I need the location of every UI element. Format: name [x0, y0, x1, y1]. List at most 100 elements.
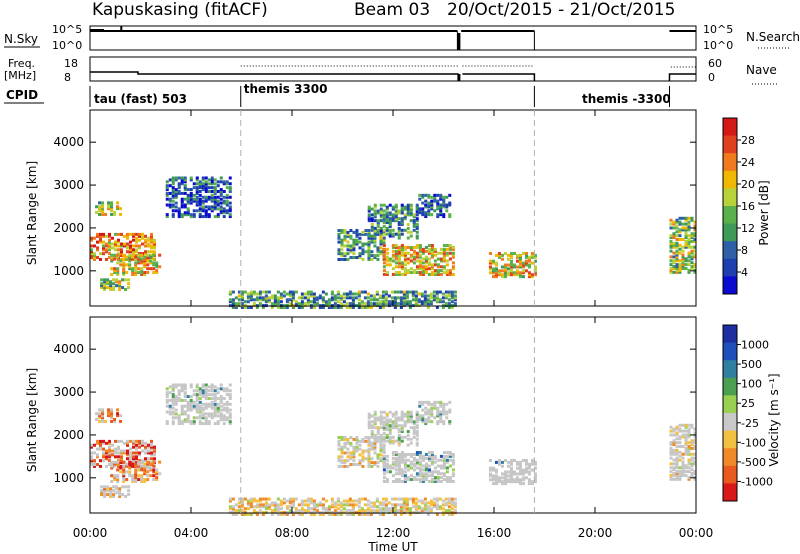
nave-label: Nave — [746, 63, 777, 77]
power-gate — [678, 263, 682, 267]
velocity-gate — [237, 501, 241, 505]
power-gate — [533, 269, 537, 273]
power-gate — [300, 306, 304, 309]
power-gate — [439, 269, 443, 273]
velocity-gate — [382, 476, 386, 480]
power-gate — [100, 282, 104, 286]
power-gate — [393, 300, 397, 304]
velocity-gate — [411, 497, 415, 501]
power-gate — [403, 271, 407, 275]
power-gate — [675, 234, 679, 238]
power-gate — [352, 252, 356, 256]
cpid-change-markers — [240, 110, 535, 513]
power-gate — [420, 294, 424, 298]
power-gate — [355, 238, 359, 242]
power-gate — [297, 296, 301, 300]
velocity-gate — [204, 391, 208, 395]
power-gate — [120, 244, 123, 248]
velocity-gate — [134, 478, 138, 482]
velocity-gate — [412, 435, 416, 439]
power-gate — [109, 286, 113, 290]
velocity-gate — [177, 393, 181, 397]
velocity-gate — [376, 426, 380, 430]
velocity-gate — [103, 494, 107, 498]
power-gate — [402, 290, 406, 294]
velocity-gate — [177, 391, 181, 395]
power-gate — [448, 193, 452, 197]
velocity-gate — [363, 509, 367, 513]
power-gate — [201, 195, 205, 199]
power-gate — [134, 267, 138, 271]
velocity-gate — [518, 464, 522, 468]
power-gate — [453, 296, 457, 300]
velocity-gate — [402, 499, 406, 503]
power-gate — [509, 269, 513, 273]
power-gate — [681, 265, 685, 269]
power-gate — [279, 292, 283, 296]
y-tick-label: 4000 — [53, 342, 84, 356]
power-gate — [445, 259, 449, 263]
power-gate — [367, 232, 371, 236]
velocity-gate — [367, 420, 371, 424]
velocity-gate — [213, 412, 217, 416]
power-gate — [93, 252, 96, 256]
velocity-gate — [684, 448, 688, 452]
power-gate — [442, 199, 446, 203]
power-gate — [339, 298, 343, 302]
power-gate — [388, 217, 392, 221]
power-gate — [415, 223, 419, 227]
power-gate — [273, 300, 277, 304]
power-gate — [391, 255, 395, 259]
velocity-gate — [435, 503, 439, 507]
power-gate — [415, 213, 419, 217]
velocity-gate — [110, 460, 114, 464]
velocity-gate — [391, 424, 395, 428]
velocity-gate — [400, 418, 404, 422]
power-gate — [397, 261, 401, 265]
power-gate — [114, 244, 117, 248]
velocity-gate — [684, 429, 688, 433]
power-gate — [400, 265, 404, 269]
power-gate — [330, 298, 334, 302]
power-gate — [180, 201, 184, 205]
colorbar-tick-label: -1000 — [741, 475, 773, 488]
velocity-gate — [150, 461, 153, 465]
velocity-gate — [426, 513, 430, 516]
velocity-gate — [447, 499, 451, 503]
power-gate — [418, 261, 422, 265]
velocity-gate — [171, 422, 175, 426]
velocity-gate — [135, 451, 138, 455]
power-gate — [321, 298, 325, 302]
power-gate — [108, 234, 111, 238]
power-gate — [376, 223, 380, 227]
velocity-gate — [119, 466, 123, 470]
power-gate — [669, 245, 673, 249]
power-gate — [439, 207, 443, 211]
power-gate — [382, 238, 386, 242]
power-gate — [687, 220, 691, 224]
velocity-gate — [382, 462, 386, 466]
velocity-gate — [177, 389, 181, 393]
velocity-gate — [343, 436, 347, 440]
power-gate — [93, 254, 96, 258]
velocity-gate — [394, 418, 398, 422]
power-gate — [243, 306, 247, 309]
power-gate — [186, 197, 190, 201]
power-gate — [343, 230, 347, 234]
velocity-gate — [381, 513, 385, 516]
velocity-gate — [110, 412, 114, 416]
velocity-gate — [394, 456, 398, 460]
velocity-gate — [93, 463, 96, 467]
velocity-gate — [110, 462, 114, 466]
power-gate — [672, 234, 676, 238]
velocity-gate — [122, 468, 126, 472]
velocity-gate — [430, 452, 434, 456]
velocity-gate — [400, 460, 404, 464]
colorbar-tick-label: 1000 — [741, 339, 769, 352]
velocity-gate — [533, 472, 537, 476]
velocity-gate — [276, 505, 280, 509]
power-gate — [228, 207, 232, 211]
power-gate — [225, 203, 229, 207]
power-gate — [436, 199, 440, 203]
power-gate — [345, 306, 349, 309]
